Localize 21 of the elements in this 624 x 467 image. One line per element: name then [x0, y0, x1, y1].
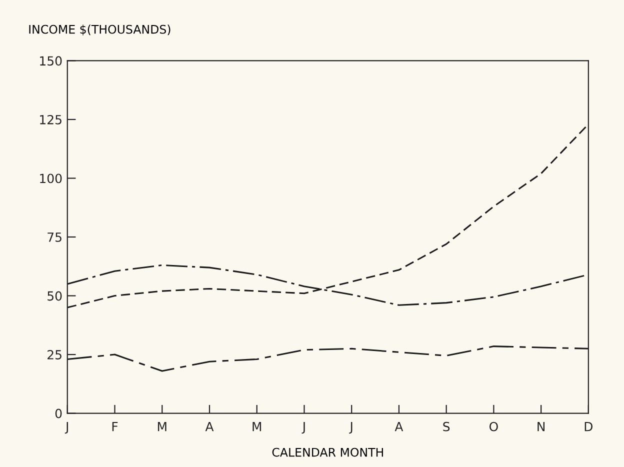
x-tick-label: F: [112, 422, 118, 432]
y-axis-title: INCOME $(THOUSANDS): [29, 24, 170, 36]
x-tick-label: S: [443, 422, 450, 432]
x-tick-label: M: [252, 422, 262, 432]
y-tick-label: 75: [48, 232, 62, 242]
y-tick-label: 25: [48, 350, 62, 360]
x-tick-label: A: [205, 422, 214, 432]
x-tick-label: J: [302, 422, 305, 434]
x-tick-label: N: [538, 422, 545, 432]
y-tick-label: 100: [40, 174, 62, 184]
y-tick-label: 150: [40, 56, 62, 66]
x-tick-label: O: [489, 422, 498, 432]
y-tick-label: 0: [55, 408, 62, 418]
x-tick-label: M: [158, 422, 166, 432]
x-tick-label: D: [584, 422, 593, 432]
x-tick-label: J: [349, 422, 352, 434]
y-tick-label: 50: [48, 291, 62, 301]
x-axis-title: CALENDAR MONTH: [272, 448, 383, 457]
x-tick-label: A: [394, 422, 404, 432]
y-tick-label: 125: [40, 114, 62, 124]
x-tick-label: J: [64, 422, 68, 434]
